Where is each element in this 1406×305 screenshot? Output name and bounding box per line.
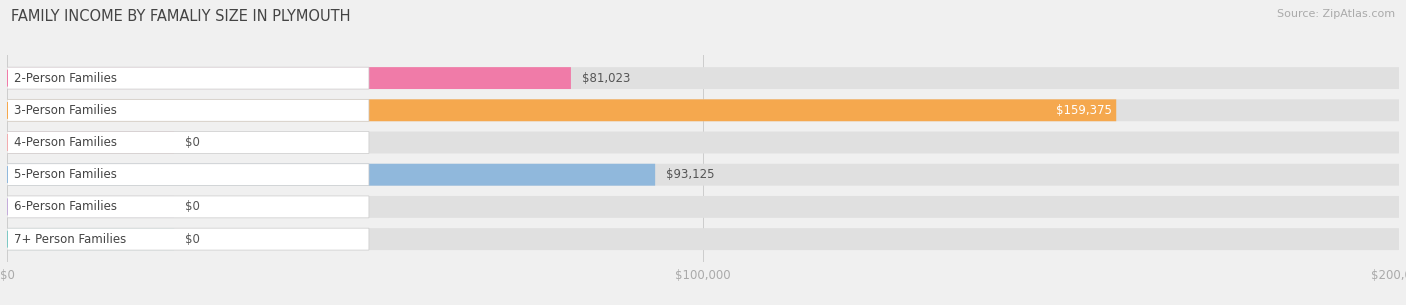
Text: 2-Person Families: 2-Person Families <box>14 72 117 84</box>
FancyBboxPatch shape <box>7 67 571 89</box>
FancyBboxPatch shape <box>7 131 368 153</box>
FancyBboxPatch shape <box>7 228 368 250</box>
Text: 7+ Person Families: 7+ Person Families <box>14 233 127 246</box>
FancyBboxPatch shape <box>7 67 1399 89</box>
Text: 3-Person Families: 3-Person Families <box>14 104 117 117</box>
FancyBboxPatch shape <box>7 99 1116 121</box>
Text: $0: $0 <box>186 233 200 246</box>
Text: Source: ZipAtlas.com: Source: ZipAtlas.com <box>1277 9 1395 19</box>
Text: 4-Person Families: 4-Person Families <box>14 136 117 149</box>
Text: $159,375: $159,375 <box>1056 104 1112 117</box>
FancyBboxPatch shape <box>7 196 1399 218</box>
Text: $93,125: $93,125 <box>666 168 714 181</box>
FancyBboxPatch shape <box>7 196 368 218</box>
FancyBboxPatch shape <box>7 164 1399 186</box>
Text: 6-Person Families: 6-Person Families <box>14 200 117 214</box>
FancyBboxPatch shape <box>7 164 655 186</box>
FancyBboxPatch shape <box>7 99 368 121</box>
FancyBboxPatch shape <box>7 131 1399 153</box>
Text: FAMILY INCOME BY FAMALIY SIZE IN PLYMOUTH: FAMILY INCOME BY FAMALIY SIZE IN PLYMOUT… <box>11 9 350 24</box>
FancyBboxPatch shape <box>7 99 1399 121</box>
Text: 5-Person Families: 5-Person Families <box>14 168 117 181</box>
FancyBboxPatch shape <box>7 131 174 153</box>
FancyBboxPatch shape <box>7 228 1399 250</box>
FancyBboxPatch shape <box>7 67 368 89</box>
FancyBboxPatch shape <box>7 228 174 250</box>
Text: $0: $0 <box>186 200 200 214</box>
Text: $81,023: $81,023 <box>582 72 630 84</box>
FancyBboxPatch shape <box>7 164 368 186</box>
FancyBboxPatch shape <box>7 196 174 218</box>
Text: $0: $0 <box>186 136 200 149</box>
